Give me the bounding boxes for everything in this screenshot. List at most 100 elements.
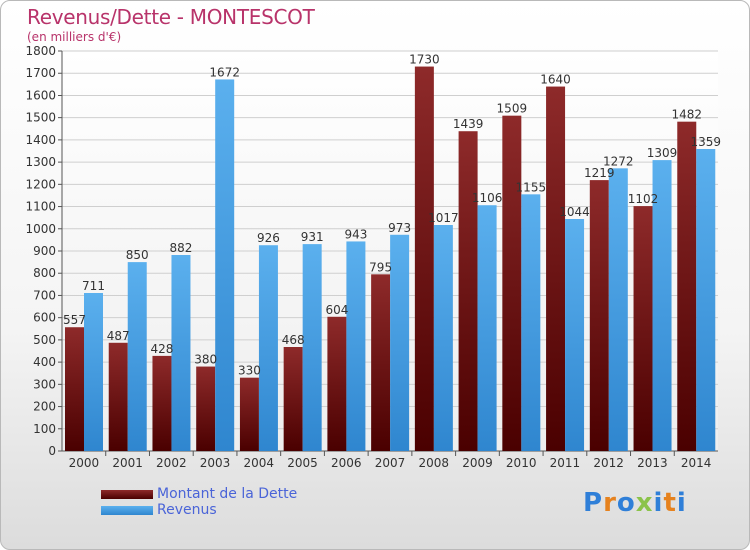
bar-debt (633, 206, 653, 451)
y-tick-label: 1700 (25, 66, 56, 80)
y-tick-label: 1300 (25, 155, 56, 169)
logo-letter: t (663, 488, 677, 518)
bar-debt (65, 327, 84, 451)
y-tick-label: 500 (33, 333, 56, 347)
data-label-revenue: 973 (388, 221, 411, 235)
y-tick-label: 1500 (25, 111, 56, 125)
data-label-revenue: 1155 (516, 180, 547, 194)
data-label-debt: 795 (369, 260, 392, 274)
data-label-revenue: 882 (170, 241, 193, 255)
data-label-revenue: 943 (344, 227, 367, 241)
x-tick-label: 2013 (637, 456, 668, 470)
x-tick-label: 2006 (331, 456, 362, 470)
x-tick-label: 2007 (375, 456, 406, 470)
y-tick-label: 1100 (25, 200, 56, 214)
bar-revenue (652, 160, 672, 451)
data-label-debt: 1439 (453, 117, 484, 131)
data-label-revenue: 1272 (603, 154, 634, 168)
bar-debt (546, 86, 566, 452)
logo-letter: i (653, 488, 664, 518)
data-label-revenue: 850 (126, 248, 149, 262)
bar-revenue (433, 225, 453, 451)
bar-revenue (127, 262, 147, 451)
y-tick-label: 1400 (25, 133, 56, 147)
bar-debt (458, 131, 478, 451)
y-tick-label: 1800 (25, 44, 56, 58)
y-tick-label: 200 (33, 400, 56, 414)
data-label-debt: 487 (107, 329, 130, 343)
bar-revenue (215, 79, 235, 451)
logo-letter: o (616, 488, 636, 518)
x-tick-label: 2001 (112, 456, 143, 470)
x-tick-label: 2014 (681, 456, 712, 470)
y-tick-label: 1200 (25, 177, 56, 191)
y-tick-label: 900 (33, 244, 56, 258)
bar-revenue (696, 149, 716, 451)
bar-debt (239, 377, 259, 451)
y-tick-label: 700 (33, 288, 56, 302)
y-tick-label: 1600 (25, 88, 56, 102)
legend-label-revenue: Revenus (157, 502, 217, 518)
data-label-revenue: 1309 (647, 146, 678, 160)
legend-entry-debt: Montant de la Dette (101, 486, 297, 502)
bar-debt (283, 347, 303, 451)
data-label-debt: 604 (325, 303, 348, 317)
y-tick-label: 600 (33, 311, 56, 325)
bar-revenue (608, 168, 628, 452)
x-tick-label: 2010 (506, 456, 537, 470)
legend-swatch-debt (101, 489, 153, 499)
x-tick-label: 2009 (462, 456, 493, 470)
x-tick-label: 2011 (550, 456, 581, 470)
data-label-debt: 557 (63, 313, 86, 327)
data-label-debt: 1102 (628, 192, 659, 206)
chart-legend: Montant de la Dette Revenus (101, 486, 297, 518)
data-label-debt: 1509 (497, 102, 528, 116)
data-label-revenue: 1106 (472, 191, 503, 205)
bar-debt (677, 121, 697, 452)
chart-title: Revenus/Dette - MONTESCOT (27, 5, 315, 29)
bar-revenue (346, 241, 366, 451)
data-label-debt: 1640 (540, 73, 571, 87)
data-label-revenue: 1044 (559, 205, 590, 219)
bar-debt (108, 342, 128, 451)
bar-debt (502, 115, 522, 452)
data-label-debt: 1730 (409, 53, 440, 67)
data-label-debt: 380 (194, 353, 217, 367)
data-label-debt: 1482 (671, 108, 702, 122)
y-tick-label: 300 (33, 377, 56, 391)
bar-debt (589, 180, 609, 451)
data-label-revenue: 1017 (428, 211, 459, 225)
bar-revenue (84, 293, 103, 451)
y-tick-label: 1000 (25, 222, 56, 236)
bar-revenue (521, 194, 541, 452)
logo-letter: x (635, 488, 654, 518)
bar-revenue (302, 244, 322, 451)
x-tick-label: 2000 (69, 456, 100, 470)
data-label-revenue: 1672 (209, 65, 240, 79)
data-label-revenue: 1359 (690, 135, 721, 149)
data-label-debt: 428 (151, 342, 174, 356)
y-tick-label: 0 (48, 444, 56, 458)
logo-letter: r (603, 488, 617, 518)
x-tick-label: 2008 (418, 456, 449, 470)
data-label-debt: 468 (282, 333, 305, 347)
data-label-debt: 330 (238, 364, 261, 378)
x-tick-label: 2003 (200, 456, 231, 470)
proxiti-logo: Proxiti (583, 488, 687, 518)
bar-debt (414, 66, 434, 452)
chart-subtitle: (en milliers d'€) (27, 30, 122, 44)
logo-letter: P (583, 488, 604, 518)
y-tick-label: 100 (33, 422, 56, 436)
legend-swatch-revenue (101, 505, 153, 515)
x-tick-label: 2002 (156, 456, 187, 470)
logo-letter: i (676, 488, 687, 518)
bar-revenue (477, 205, 497, 451)
bar-revenue (565, 219, 585, 451)
data-label-revenue: 711 (82, 279, 105, 293)
y-tick-label: 800 (33, 266, 56, 280)
bar-revenue (171, 255, 191, 451)
x-tick-label: 2012 (593, 456, 624, 470)
bar-debt (371, 274, 391, 451)
x-tick-label: 2004 (244, 456, 275, 470)
